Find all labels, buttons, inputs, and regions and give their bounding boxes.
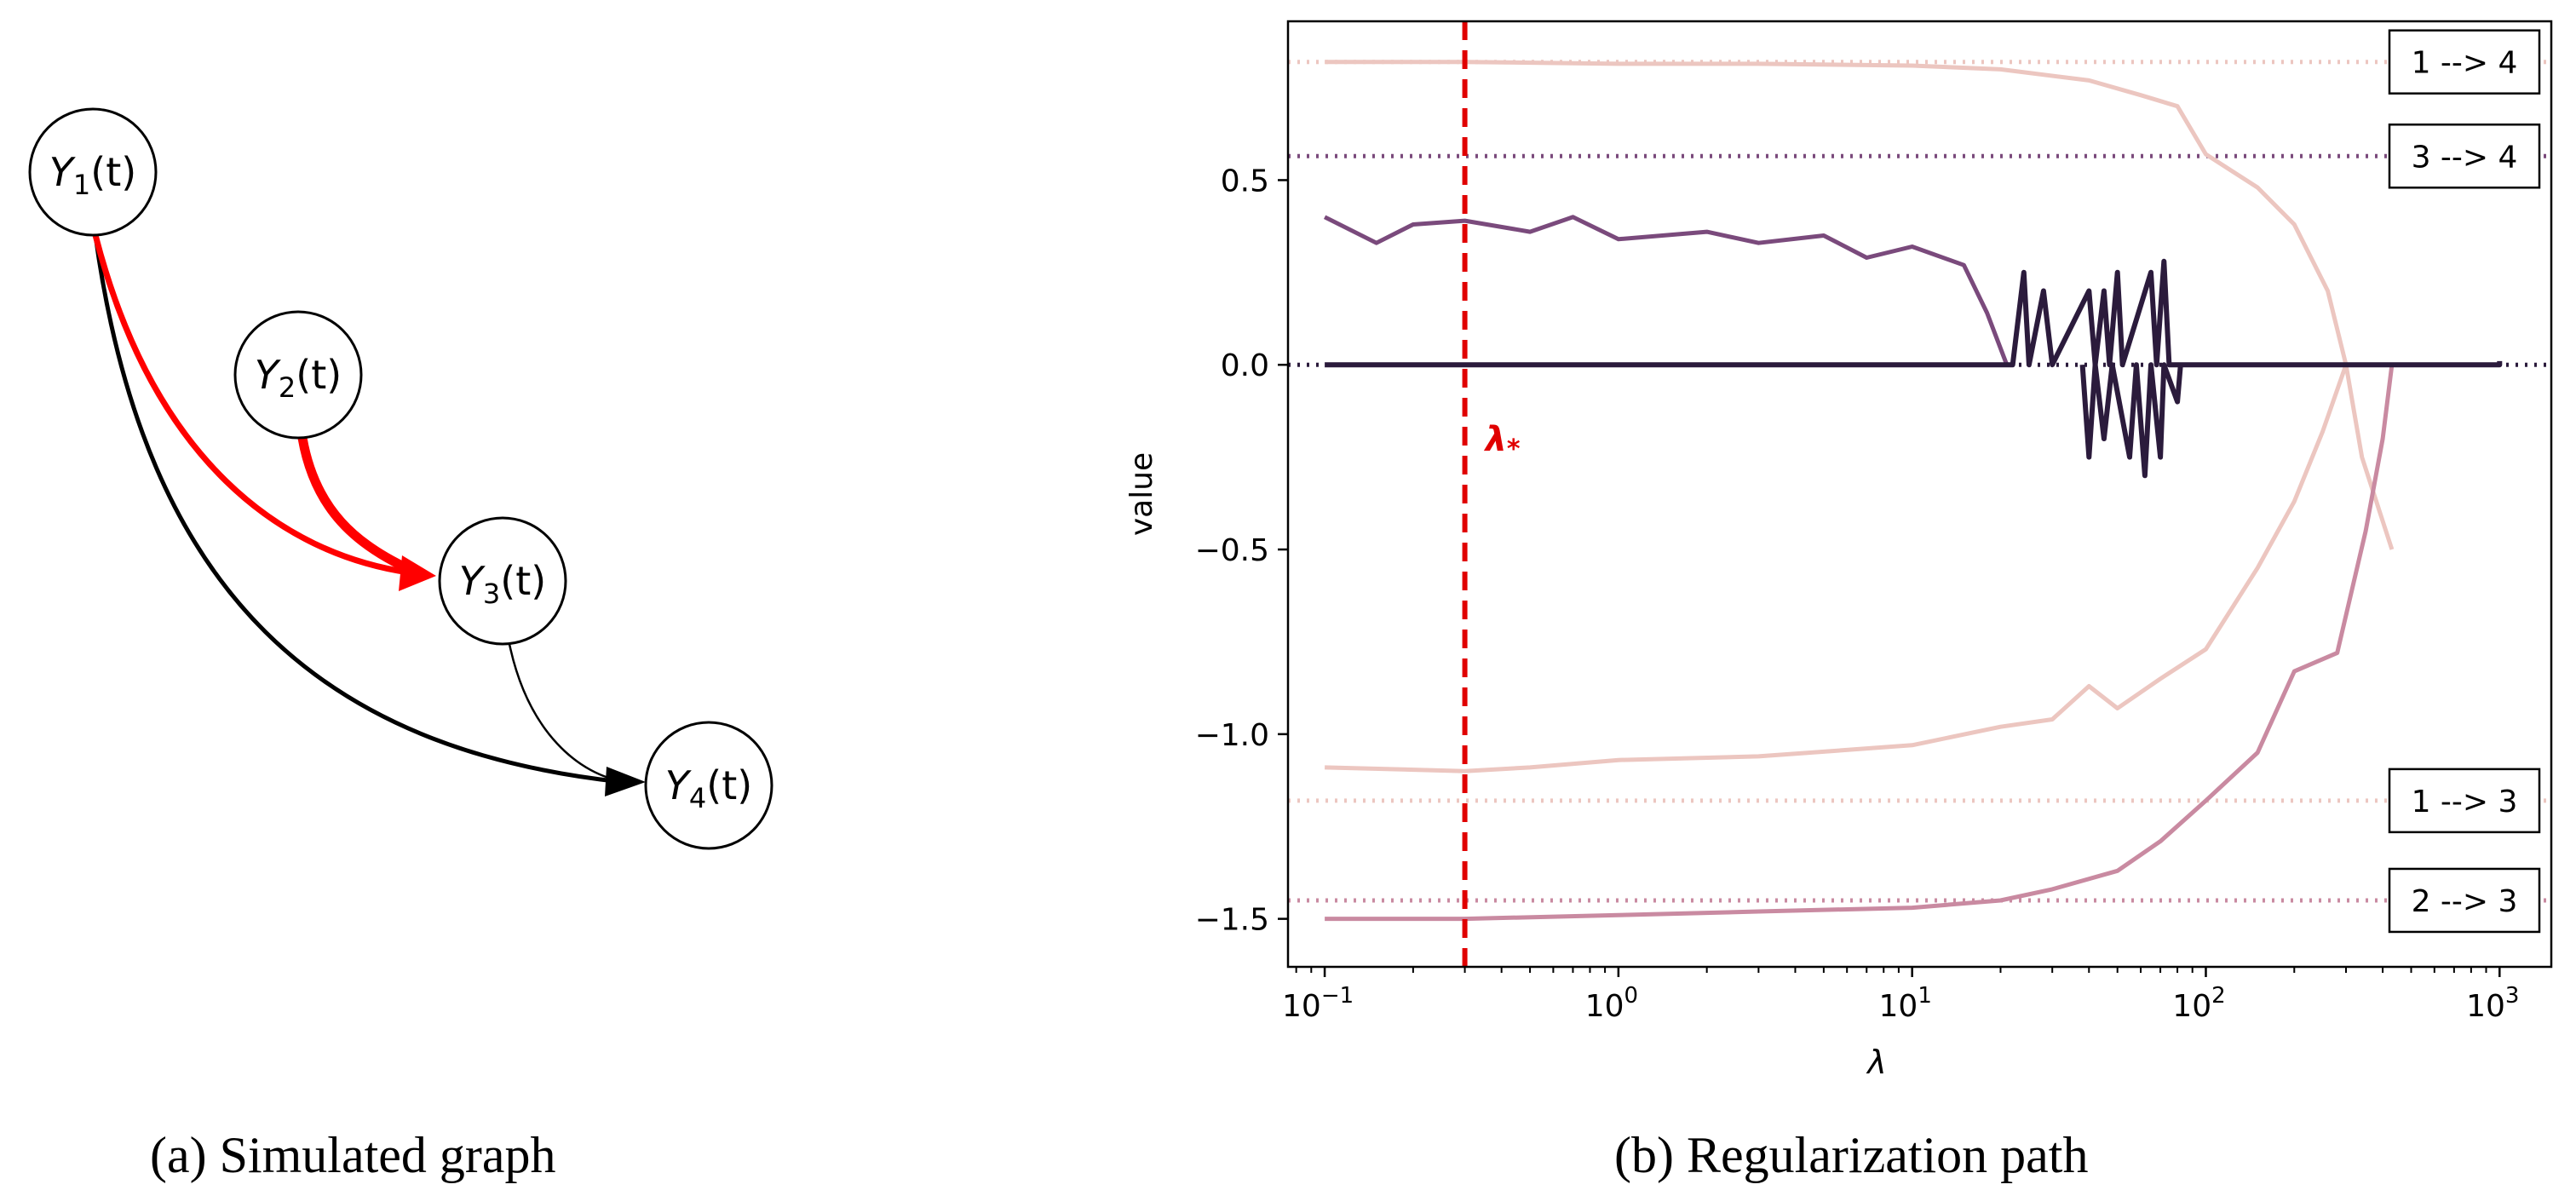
x-tick-label: 102	[2172, 983, 2225, 1024]
y-ticks: 0.5 0.0 −0.5 −1.0 −1.5	[1195, 164, 1288, 938]
edge-y1-y3	[92, 234, 410, 576]
regularization-path-chart: λ* 1 --> 4 3 --> 4 1 --> 3 2 --> 3 0.5 0.0 −0…	[1124, 20, 2553, 1081]
node-y1: Y1(t)	[28, 107, 158, 237]
edge-y3-y4	[508, 643, 627, 784]
edge-y2-y3	[297, 437, 411, 573]
x-ticks: 10−1 100 101 102 103	[1282, 967, 2519, 1024]
edge-label: 2 --> 3	[2412, 884, 2518, 919]
graph-panel: Y1(t) Y2(t) Y3(t) Y4(t)	[28, 107, 773, 850]
node-y2-label: Y2(t)	[255, 352, 342, 404]
node-y3: Y3(t)	[438, 516, 567, 646]
edge-label: 1 --> 3	[2412, 785, 2518, 819]
edge-y1-y4	[93, 234, 623, 785]
x-tick-label: 101	[1879, 983, 1932, 1024]
x-tick-label: 103	[2466, 983, 2519, 1024]
node-y2: Y2(t)	[233, 310, 363, 440]
y-tick-label: −0.5	[1195, 533, 1269, 568]
edge-label: 3 --> 4	[2412, 140, 2518, 175]
caption-a: (a) Simulated graph	[150, 1127, 556, 1183]
edge-label-box	[2388, 124, 2541, 189]
edge-label-box	[2388, 29, 2541, 95]
y-tick-label: −1.5	[1195, 903, 1269, 938]
series-lines	[1323, 60, 2503, 922]
series-path-1-4	[1325, 60, 2395, 550]
lambda-star-marker: λ*	[1462, 21, 1521, 967]
series-path-zero-4	[1325, 258, 2503, 368]
y-axis-label: value	[1124, 452, 1159, 536]
node-y1-label: Y1(t)	[49, 149, 136, 201]
lambda-star-label: λ*	[1484, 420, 1521, 464]
true-value-lines	[1288, 60, 2551, 903]
x-tick-label: 100	[1585, 983, 1638, 1024]
node-y3-label: Y3(t)	[459, 558, 546, 610]
edge-y1-y3-head	[399, 555, 436, 591]
series-path-3-4	[1323, 215, 2010, 366]
x-axis-label: λ	[1866, 1044, 1887, 1081]
series-path-1-3	[1325, 364, 2349, 773]
y-tick-label: −1.0	[1195, 718, 1269, 753]
node-y4: Y4(t)	[644, 721, 773, 850]
series-path-2-3	[1325, 364, 2395, 922]
edge-labels: 1 --> 4 3 --> 4 1 --> 3 2 --> 3	[2388, 29, 2541, 934]
x-tick-label: 10−1	[1282, 983, 1354, 1024]
y-tick-label: 0.0	[1221, 348, 1269, 383]
node-y4-label: Y4(t)	[665, 762, 752, 814]
edge-label: 1 --> 4	[2412, 46, 2518, 81]
edge-label-box	[2388, 867, 2541, 934]
caption-b: (b) Regularization path	[1614, 1127, 2089, 1183]
series-path-zero-5	[2079, 362, 2183, 479]
plot-frame	[1286, 20, 2553, 969]
y-tick-label: 0.5	[1221, 164, 1269, 198]
edge-label-box	[2388, 768, 2541, 834]
